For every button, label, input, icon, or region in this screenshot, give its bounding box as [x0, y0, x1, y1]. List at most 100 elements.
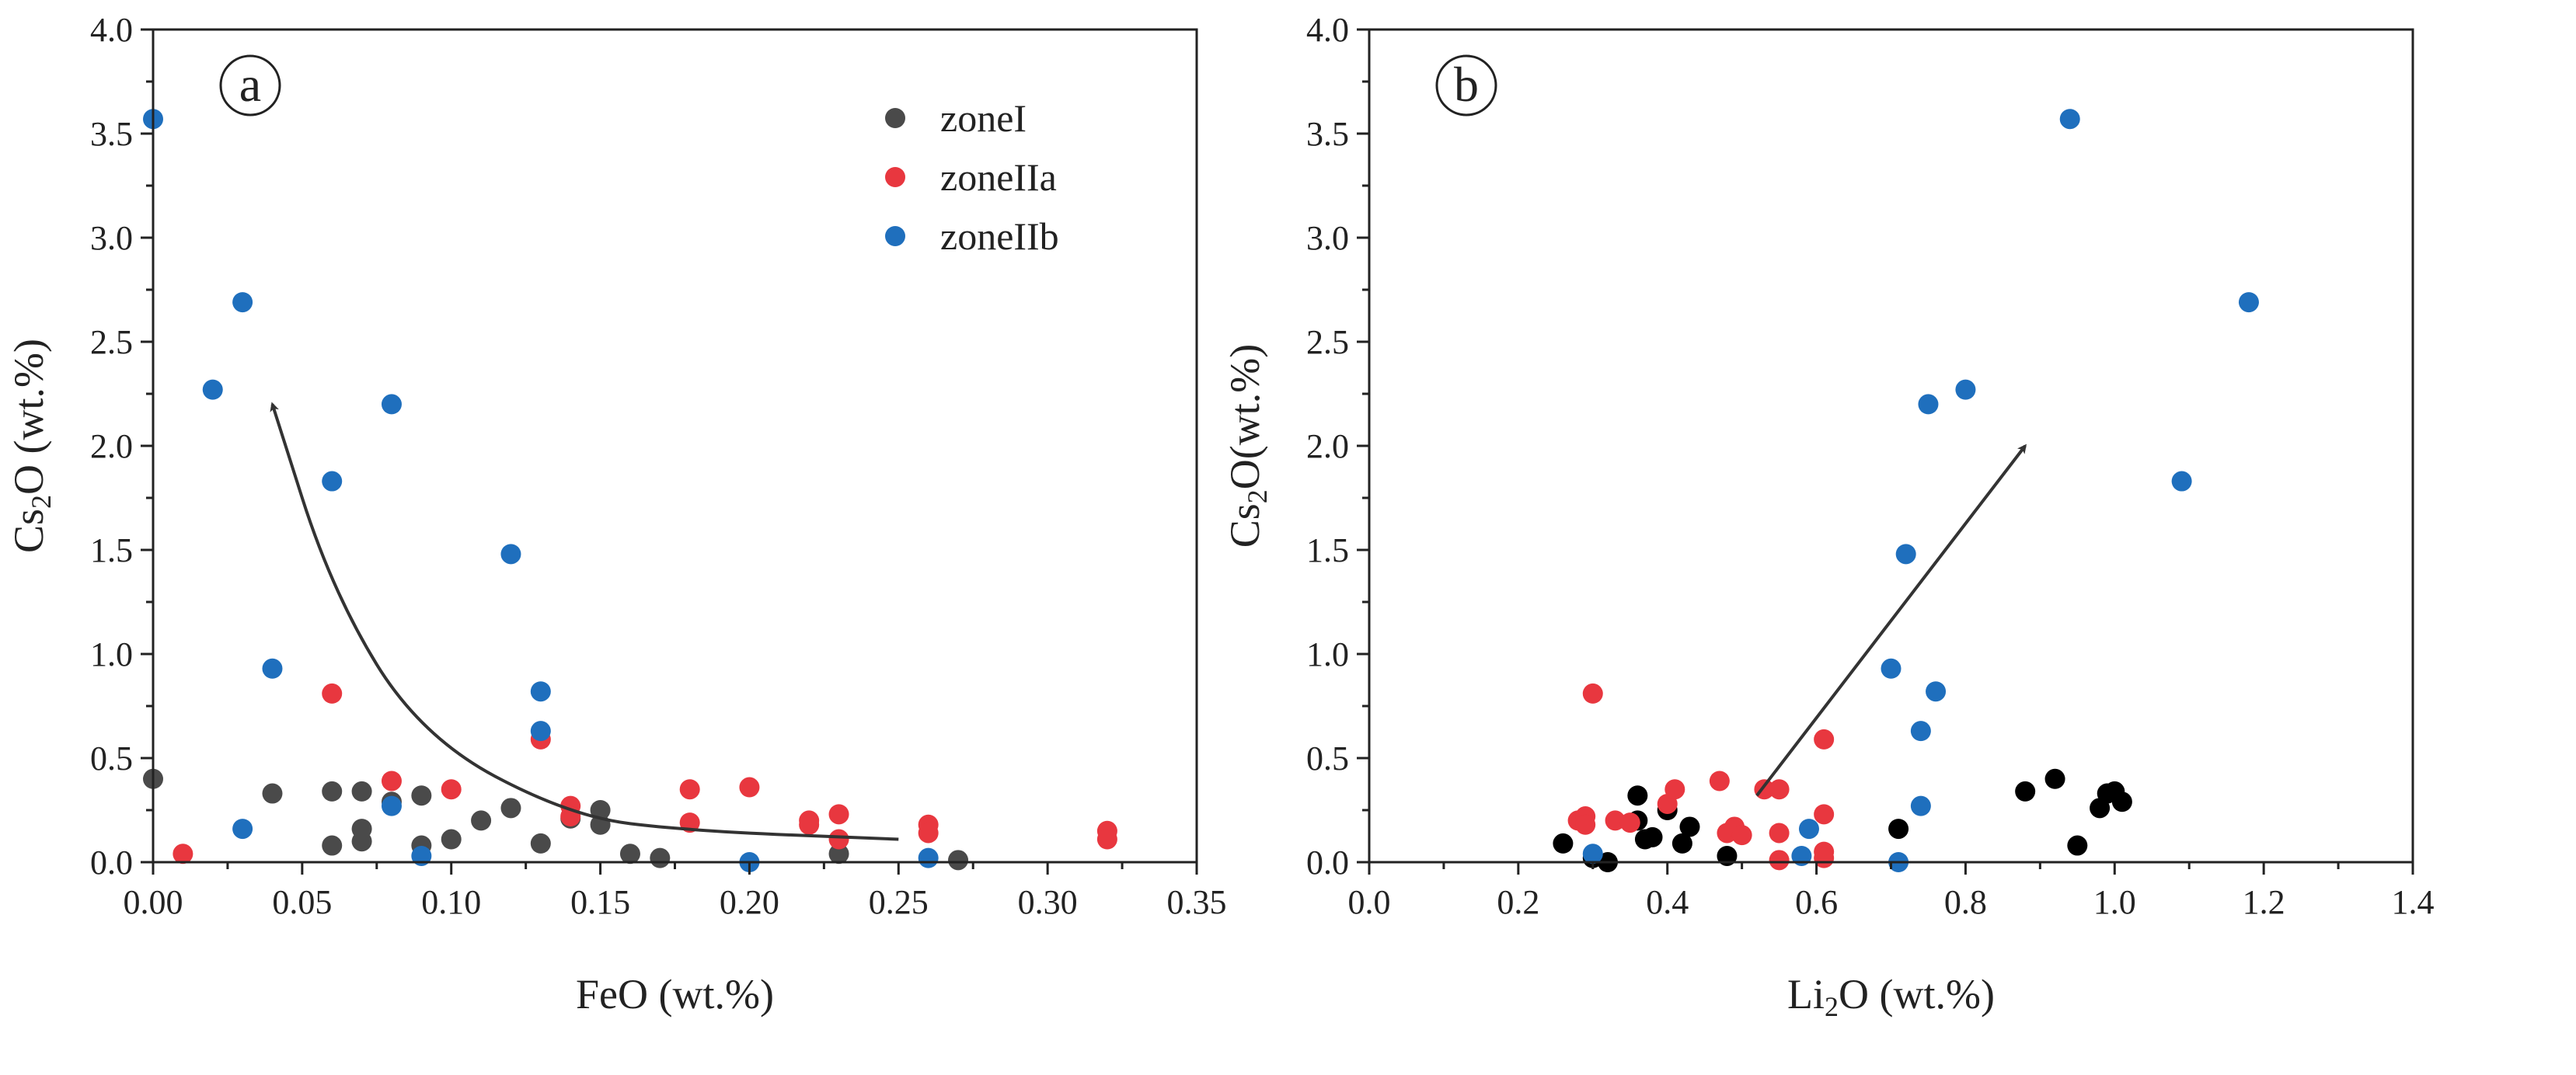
- y-tick-label: 3.5: [1306, 115, 1349, 153]
- legend-label-zoneI: zoneI: [940, 96, 1027, 140]
- x-tick-label: 0.15: [570, 883, 630, 921]
- data-point-zoneIIb: [322, 471, 343, 492]
- y-tick-label: 0.0: [90, 844, 133, 882]
- panel-a-x-axis-label: FeO (wt.%): [576, 971, 774, 1018]
- data-point-zoneIIb: [1798, 819, 1819, 840]
- panel-b-y-axis-label: Cs2O(wt.%): [1222, 344, 1273, 548]
- data-point-zoneIIa: [679, 779, 700, 800]
- data-point-zoneIIa: [1769, 823, 1790, 844]
- panel-b-label-text: b: [1454, 57, 1479, 112]
- panel-a-chart: 0.00 0.05 0.10 0.15 0.20 0.25 0.30 0.35 0.0 0.5 1…: [5, 11, 1227, 1018]
- data-point-zoneI: [650, 847, 671, 868]
- x-tick-label: 0.6: [1795, 883, 1838, 921]
- panel-a-plot-frame: [152, 28, 1198, 864]
- panel-a-y-axis-label: Cs2O (wt.%): [5, 339, 57, 553]
- data-point-zoneIIa: [1769, 850, 1790, 871]
- panel-a-label: a: [219, 54, 281, 117]
- data-point-zoneI: [1627, 785, 1648, 806]
- data-point-zoneIIb: [1910, 721, 1931, 742]
- data-point-zoneIIb: [2059, 109, 2080, 130]
- data-point-zoneIIb: [1582, 844, 1603, 865]
- data-point-zoneIIb: [530, 721, 551, 742]
- y-tick-label: 1.0: [1306, 635, 1349, 673]
- data-point-zoneIIa: [1814, 729, 1835, 750]
- panel-b-label-circle: [1435, 54, 1497, 117]
- data-point-zoneIIa: [1582, 683, 1603, 704]
- legend-marker-zoneI: [885, 108, 905, 128]
- y-tick-label: 0.5: [1306, 739, 1349, 778]
- panel-b-x-axis-label: Li2O (wt.%): [1787, 971, 1995, 1022]
- x-tick-label: 1.4: [2392, 883, 2435, 921]
- data-point-zoneI: [1717, 845, 1738, 866]
- data-point-zoneIIb: [1955, 379, 1976, 400]
- data-point-zoneI: [530, 833, 551, 854]
- panel-a-x-ticks: 0.00 0.05 0.10 0.15 0.20 0.25 0.30 0.35: [124, 862, 1227, 921]
- panel-b-chart: 0.0 0.2 0.4 0.6 0.8 1.0 1.2 1.4 0.0 0.5 1.0 1.5 2.0…: [1222, 11, 2435, 1022]
- data-point-zoneI: [1888, 819, 1909, 840]
- data-point-zoneIIb: [232, 819, 253, 840]
- x-tick-label: 0.8: [1944, 883, 1987, 921]
- data-point-zoneIIa: [799, 814, 820, 835]
- data-point-zoneIIa: [1814, 804, 1835, 825]
- data-point-zoneI: [590, 800, 611, 820]
- data-point-zoneIIb: [381, 795, 402, 816]
- y-tick-label: 3.0: [1306, 219, 1349, 257]
- data-point-zoneI: [441, 829, 462, 850]
- data-point-zoneIIb: [1926, 681, 1947, 702]
- data-point-zoneIIb: [918, 847, 939, 868]
- data-point-zoneI: [262, 783, 283, 804]
- data-point-zoneIIa: [739, 777, 760, 798]
- data-point-zoneIIa: [1605, 810, 1626, 831]
- y-tick-label: 2.0: [90, 427, 133, 465]
- data-point-zoneIIb: [1791, 845, 1812, 866]
- data-point-zoneI: [322, 781, 343, 802]
- y-tick-label: 2.0: [1306, 427, 1349, 465]
- x-tick-label: 0.05: [272, 883, 332, 921]
- x-tick-label: 0.25: [869, 883, 929, 921]
- data-point-zoneIIa: [322, 683, 343, 704]
- panel-b-y-ticks: 0.0 0.5 1.0 1.5 2.0 2.5 3.0 3.5 4.0: [1306, 11, 1369, 882]
- data-point-zoneI: [2044, 768, 2065, 789]
- data-point-zoneIIb: [262, 658, 283, 679]
- data-point-zoneIIa: [381, 771, 402, 791]
- y-tick-label: 1.0: [90, 635, 133, 673]
- data-point-zoneIIb: [232, 292, 253, 313]
- x-tick-label: 0.2: [1497, 883, 1539, 921]
- x-tick-label: 0.20: [720, 883, 779, 921]
- data-point-zoneIIb: [202, 379, 223, 400]
- y-tick-label: 1.5: [90, 531, 133, 569]
- x-tick-label: 1.0: [2093, 883, 2136, 921]
- legend-marker-zoneIIa: [885, 167, 905, 187]
- data-point-zoneI: [2111, 791, 2132, 812]
- y-tick-label: 4.0: [1306, 11, 1349, 49]
- x-tick-label: 0.30: [1018, 883, 1078, 921]
- x-tick-label: 0.10: [421, 883, 481, 921]
- data-point-zoneI: [1671, 833, 1692, 854]
- panel-b-label: b: [1435, 54, 1497, 117]
- data-point-zoneIIa: [828, 829, 849, 850]
- data-point-zoneI: [1642, 826, 1663, 847]
- data-point-zoneIIa: [1575, 814, 1596, 835]
- data-point-zoneIIb: [530, 681, 551, 702]
- y-tick-label: 2.5: [90, 323, 133, 361]
- data-point-zoneIIb: [1881, 658, 1901, 679]
- legend-label-zoneIIa: zoneIIa: [940, 155, 1057, 199]
- data-point-zoneIIa: [1731, 825, 1752, 846]
- x-tick-label: 0.0: [1348, 883, 1391, 921]
- panel-b-x-ticks: 0.0 0.2 0.4 0.6 0.8 1.0 1.2 1.4: [1348, 862, 2435, 921]
- data-point-zoneI: [351, 831, 372, 852]
- data-point-zoneIIa: [1664, 779, 1685, 800]
- legend-marker-zoneIIb: [885, 226, 905, 246]
- x-tick-label: 0.00: [124, 883, 183, 921]
- data-point-zoneIIb: [500, 544, 521, 565]
- data-point-zoneI: [351, 781, 372, 802]
- data-point-zoneIIb: [1918, 394, 1939, 415]
- data-point-zoneIIa: [1619, 812, 1640, 833]
- data-point-zoneIIa: [1096, 829, 1117, 850]
- data-point-zoneI: [948, 850, 969, 871]
- data-point-zoneIIb: [1910, 795, 1931, 816]
- data-point-zoneIIb: [2171, 471, 2192, 492]
- data-point-zoneI: [2015, 781, 2036, 802]
- y-tick-label: 1.5: [1306, 531, 1349, 569]
- data-point-zoneI: [500, 798, 521, 819]
